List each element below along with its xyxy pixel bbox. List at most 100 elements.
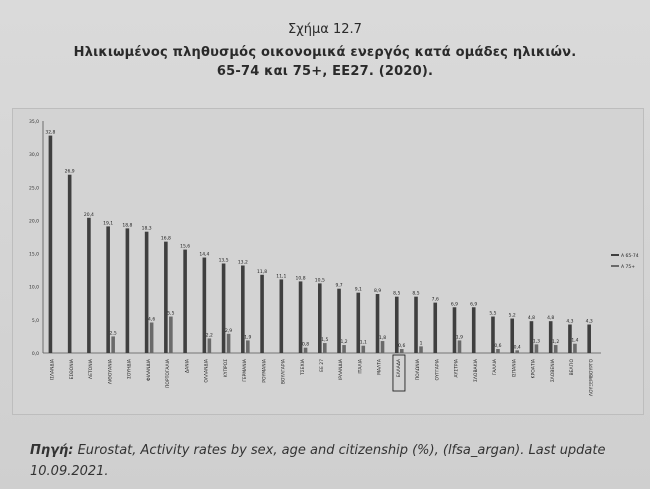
- y-tick-label: 20,0: [29, 218, 39, 224]
- bar-label-65-74: 18,8: [122, 222, 132, 228]
- source-note: Πηγή: Eurostat, Activity rates by sex, a…: [30, 440, 645, 482]
- bar-label-65-74: 16,8: [161, 236, 171, 242]
- bar-label-65-74: 13,5: [219, 258, 229, 264]
- bar-65-74: [318, 283, 322, 353]
- source-label: Πηγή:: [30, 443, 74, 458]
- bar-label-65-74: 9,7: [335, 283, 342, 289]
- bar-65-74: [67, 174, 72, 353]
- bar-65-74: [260, 274, 264, 353]
- x-tick-label: ΣΟΥΗΔΙΑ: [127, 358, 133, 379]
- bar-label-65-74: 4,8: [528, 315, 535, 321]
- bar-label-65-74: 4,3: [586, 318, 593, 324]
- bar-label-75-plus: 1,3: [533, 338, 540, 344]
- bar-label-75-plus: 1,5: [321, 337, 328, 343]
- bar-label-75-plus: 1,1: [360, 340, 367, 346]
- bar-75-plus: [380, 341, 385, 353]
- bar-label-65-74: 20,4: [84, 212, 94, 218]
- x-tick-label: ΕΕ 27: [319, 359, 325, 372]
- bar-label-65-74: 8,5: [393, 291, 400, 297]
- y-tick-label: 25,0: [29, 185, 39, 191]
- bar-75-plus: [342, 345, 346, 353]
- bar-chart: 35,0 30,0 25,0 20,0 15,0 10,0 5,0 0,0 32,8 ΙΣΛΑΝΔ…: [29, 119, 639, 397]
- x-tick-label: ΟΛΛΑΝΔΙΑ: [204, 358, 210, 383]
- bar-75-plus: [534, 344, 539, 353]
- bar-65-74: [548, 321, 553, 353]
- bar-label-65-74: 19,1: [103, 220, 113, 226]
- x-tick-label: ΡΟΥΜΑΝΙΑ: [261, 358, 267, 383]
- x-tick-label: ΑΥΣΤΡΙΑ: [454, 358, 460, 377]
- bar-75-plus: [496, 349, 500, 353]
- bar-75-plus: [246, 340, 250, 353]
- bar-label-65-74: 14,4: [199, 252, 209, 258]
- x-tick-label: ΒΕΛΓΙΟ: [569, 359, 575, 376]
- bar-label-75-plus: 1,2: [340, 339, 347, 345]
- x-tick-label: ΙΣΠΑΝΙΑ: [511, 358, 517, 377]
- bar-label-65-74: 10,5: [315, 277, 325, 283]
- bar-65-74: [144, 231, 149, 353]
- bar-65-74: [568, 324, 572, 353]
- x-tick-label: ΛΟΥΞΕΜΒΟΥΡΓΟ: [588, 359, 594, 397]
- legend-label-65-74: Α 65-74: [621, 253, 639, 259]
- bar-label-75-plus: 4,6: [148, 317, 155, 323]
- x-tick-label: ΛΕΤΟΝΙΑ: [88, 358, 94, 379]
- bar-label-65-74: 26,9: [65, 169, 75, 175]
- bar-75-plus: [553, 345, 558, 353]
- source-text: Eurostat, Activity rates by sex, age and…: [30, 443, 606, 479]
- y-tick-label: 0,0: [32, 351, 39, 357]
- bar-75-plus: [303, 347, 308, 353]
- bar-label-65-74: 11,8: [257, 269, 267, 275]
- bar-label-75-plus: 1: [420, 340, 423, 346]
- title-block: Σχήμα 12.7 Ηλικιωμένος πληθυσμός οικονομ…: [0, 22, 650, 81]
- bar-label-65-74: 15,6: [180, 244, 190, 250]
- x-tick-label: ΒΟΥΛΓΑΡΙΑ: [281, 358, 287, 384]
- bar-65-74: [125, 228, 130, 353]
- bar-65-74: [433, 302, 438, 353]
- bar-label-75-plus: 5,5: [167, 311, 174, 317]
- x-tick-label: ΦΙΛΑΝΔΙΑ: [146, 358, 152, 381]
- bar-65-74: [452, 307, 457, 353]
- x-tick-label: ΣΛΟΒΕΝΙΑ: [550, 358, 556, 382]
- bar-label-65-74: 10,8: [296, 275, 306, 281]
- x-tick-label: ΚΡΟΑΤΙΑ: [531, 358, 537, 378]
- bar-label-75-plus: 2,2: [206, 332, 213, 338]
- y-tick-label: 15,0: [29, 252, 39, 258]
- bar-65-74: [298, 281, 303, 353]
- bar-65-74: [48, 135, 53, 353]
- bar-75-plus: [111, 336, 115, 353]
- bar-label-65-74: 18,3: [142, 226, 152, 232]
- bar-65-74: [529, 321, 534, 353]
- bar-label-65-74: 9,1: [355, 287, 362, 293]
- bar-label-75-plus: 2,5: [110, 330, 117, 336]
- chart-title-line-1: Ηλικιωμένος πληθυσμός οικονομικά ενεργός…: [73, 45, 577, 60]
- bar-75-plus: [457, 340, 462, 353]
- bar-label-65-74: 4,8: [547, 315, 554, 321]
- bar-65-74: [202, 257, 207, 353]
- bar-75-plus: [399, 349, 404, 353]
- bar-65-74: [164, 241, 168, 353]
- bar-label-75-plus: 0,6: [398, 343, 405, 349]
- y-tick-label: 30,0: [29, 152, 39, 158]
- x-tick-label: ΚΥΠΡΟΣ: [223, 359, 229, 377]
- bar-label-75-plus: 1,8: [379, 335, 386, 341]
- bar-75-plus: [573, 343, 577, 353]
- bar-75-plus: [149, 322, 154, 353]
- bar-label-65-74: 11,1: [276, 273, 286, 279]
- x-tick-label: ΙΣΛΑΝΔΙΑ: [50, 358, 56, 380]
- bar-75-plus: [226, 333, 231, 353]
- bar-label-75-plus: 0,4: [514, 344, 521, 350]
- x-tick-label: ΜΑΛΤΑ: [377, 358, 383, 375]
- bar-65-74: [491, 316, 495, 353]
- bar-label-75-plus: 2,9: [225, 328, 232, 334]
- legend-label-75-plus: Α 75+: [621, 264, 635, 270]
- bar-65-74: [510, 318, 515, 353]
- bar-65-74: [394, 296, 399, 353]
- bar-label-65-74: 32,8: [45, 130, 55, 136]
- x-tick-label: ΕΣΘΟΝΙΑ: [69, 358, 75, 379]
- bar-75-plus: [323, 343, 327, 353]
- bar-label-65-74: 5,2: [509, 313, 516, 319]
- bar-label-65-74: 6,9: [451, 301, 458, 307]
- bar-label-75-plus: 1,4: [571, 338, 578, 344]
- bar-65-74: [414, 296, 418, 353]
- x-tick-label: ΓΕΡΜΑΝΙΑ: [242, 358, 248, 382]
